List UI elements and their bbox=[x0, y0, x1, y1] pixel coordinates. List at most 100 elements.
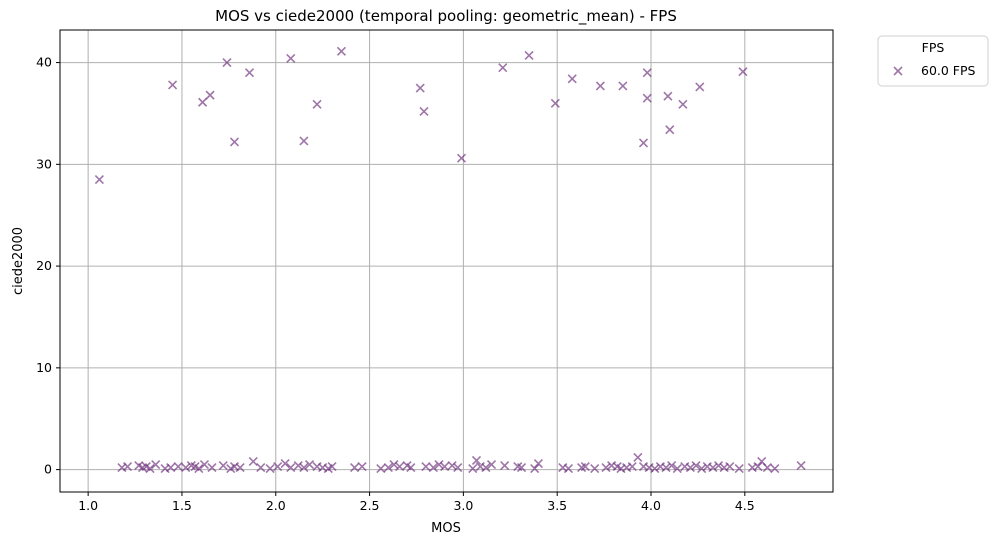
data-point bbox=[428, 463, 438, 473]
data-point bbox=[567, 74, 577, 84]
data-point bbox=[168, 80, 178, 90]
data-point bbox=[638, 138, 649, 148]
data-points bbox=[94, 46, 806, 474]
legend: FPS 60.0 FPS bbox=[877, 35, 989, 87]
data-point bbox=[471, 455, 482, 466]
data-point bbox=[304, 459, 315, 470]
data-point bbox=[524, 50, 534, 61]
data-point bbox=[661, 463, 671, 473]
data-point bbox=[672, 464, 682, 474]
data-point bbox=[145, 464, 155, 474]
data-point bbox=[533, 458, 543, 469]
chart-title: MOS vs ciede2000 (temporal pooling: geom… bbox=[215, 7, 677, 26]
data-point bbox=[550, 98, 560, 108]
data-point bbox=[336, 46, 346, 56]
data-point bbox=[256, 463, 266, 473]
x-tick-label: 3.0 bbox=[453, 498, 473, 513]
data-point bbox=[389, 459, 399, 470]
data-point bbox=[434, 459, 444, 470]
data-point bbox=[265, 464, 275, 474]
data-point bbox=[94, 175, 104, 185]
data-point bbox=[280, 458, 290, 469]
data-point bbox=[244, 68, 255, 78]
data-point bbox=[627, 461, 637, 472]
data-point bbox=[293, 460, 303, 471]
data-point bbox=[650, 464, 660, 474]
data-point bbox=[456, 153, 467, 163]
data-point bbox=[286, 53, 296, 64]
data-point bbox=[738, 67, 748, 77]
data-point bbox=[633, 452, 643, 462]
data-point bbox=[327, 461, 337, 472]
data-point bbox=[663, 91, 673, 101]
x-tick-label: 3.5 bbox=[547, 498, 567, 513]
data-point bbox=[530, 464, 540, 474]
data-point bbox=[762, 463, 772, 473]
data-point bbox=[500, 460, 510, 471]
data-point bbox=[376, 464, 386, 474]
data-point bbox=[453, 463, 463, 473]
data-point bbox=[312, 99, 322, 109]
data-point bbox=[695, 82, 705, 92]
data-point bbox=[383, 463, 393, 473]
data-point bbox=[667, 460, 677, 471]
legend-marker bbox=[893, 66, 903, 76]
data-point bbox=[199, 459, 210, 470]
data-point bbox=[198, 97, 208, 107]
data-point bbox=[299, 463, 309, 473]
data-point bbox=[207, 463, 217, 473]
legend-entry-label: 60.0 FPS bbox=[921, 63, 976, 78]
data-point bbox=[685, 463, 695, 473]
y-axis-label: ciede2000 bbox=[11, 227, 26, 295]
data-point bbox=[590, 464, 600, 474]
legend-box bbox=[877, 35, 989, 87]
data-point bbox=[299, 136, 309, 146]
data-point bbox=[563, 464, 574, 474]
data-point bbox=[486, 459, 497, 470]
data-point bbox=[498, 63, 508, 73]
x-tick-label: 2.5 bbox=[360, 498, 380, 513]
x-axis-label: MOS bbox=[431, 521, 461, 536]
plot-frame bbox=[59, 29, 834, 493]
data-point bbox=[415, 83, 425, 93]
data-point bbox=[166, 463, 176, 473]
data-point bbox=[406, 463, 416, 473]
data-point bbox=[205, 90, 215, 100]
y-axis-ticks: 0 10 20 30 40 bbox=[36, 55, 60, 477]
data-point bbox=[181, 463, 191, 473]
data-point bbox=[122, 461, 133, 472]
data-point bbox=[601, 463, 611, 473]
data-point bbox=[395, 461, 405, 472]
data-point bbox=[665, 125, 675, 135]
y-tick-label: 30 bbox=[36, 156, 52, 171]
data-point bbox=[595, 81, 605, 91]
data-point bbox=[725, 461, 735, 472]
data-point bbox=[229, 137, 240, 147]
data-point bbox=[753, 461, 763, 472]
data-point bbox=[218, 460, 228, 471]
data-point bbox=[357, 461, 367, 472]
data-point bbox=[516, 463, 527, 473]
data-point bbox=[770, 464, 780, 474]
grid bbox=[60, 30, 833, 492]
data-point bbox=[447, 460, 457, 471]
y-tick-label: 10 bbox=[36, 360, 52, 375]
data-point bbox=[580, 461, 590, 472]
data-point bbox=[734, 464, 744, 474]
legend-title: FPS bbox=[922, 40, 945, 55]
y-tick-label: 40 bbox=[36, 55, 52, 70]
data-point bbox=[708, 463, 718, 473]
data-point bbox=[151, 459, 161, 470]
x-tick-label: 1.5 bbox=[172, 498, 192, 513]
data-point bbox=[173, 461, 183, 472]
data-point bbox=[350, 463, 360, 473]
data-point bbox=[796, 460, 806, 471]
data-point bbox=[481, 463, 491, 473]
data-point bbox=[248, 456, 258, 467]
data-point bbox=[194, 464, 204, 474]
data-point bbox=[697, 464, 707, 474]
data-point bbox=[440, 461, 450, 472]
data-point bbox=[642, 68, 652, 78]
data-point bbox=[642, 93, 652, 103]
